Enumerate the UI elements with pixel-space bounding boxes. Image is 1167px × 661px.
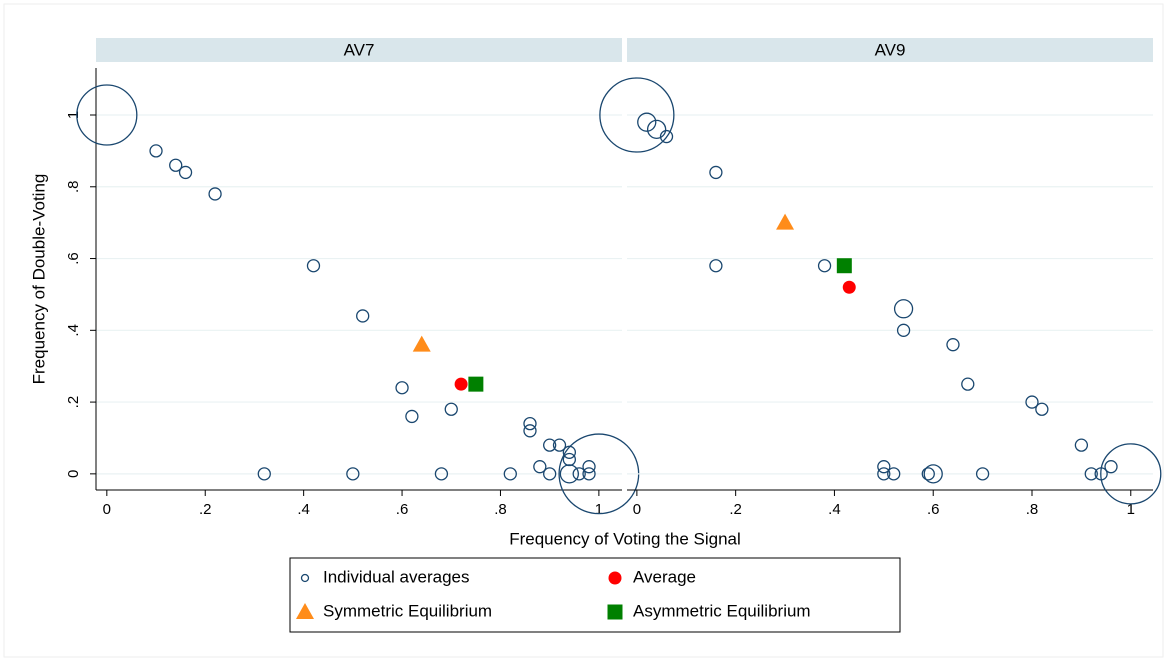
point (356, 309, 370, 323)
point (395, 381, 409, 395)
legend-label: Individual averages (323, 567, 469, 586)
point (921, 467, 935, 481)
figure-border (3, 3, 1164, 658)
point (776, 213, 795, 230)
point (817, 259, 832, 273)
legend-marker (300, 573, 310, 583)
point (468, 376, 484, 392)
point (169, 158, 183, 172)
y-tick-label: .4 (65, 324, 82, 337)
point (257, 467, 271, 481)
legend-label: Average (633, 567, 696, 586)
x-tick-label: .6 (396, 501, 409, 518)
point (646, 119, 667, 140)
point (709, 165, 723, 180)
x-tick-label: .8 (1026, 501, 1039, 518)
x-axis-label: Frequency of Voting the Signal (509, 529, 741, 548)
point (659, 129, 674, 144)
y-tick-label: 1 (65, 111, 82, 119)
point (444, 402, 458, 416)
point (178, 165, 193, 180)
point (306, 259, 321, 273)
point (893, 299, 914, 319)
point (842, 280, 856, 294)
y-axis-label: Frequency of Double-Voting (29, 174, 48, 385)
point (405, 409, 419, 424)
panel-title: AV9 (875, 40, 906, 59)
y-tick-label: .6 (65, 252, 82, 265)
point (434, 467, 449, 481)
legend-box (289, 557, 901, 633)
x-tick-label: 1 (1127, 501, 1135, 518)
point (896, 323, 911, 337)
x-tick-label: .2 (199, 501, 212, 518)
point (637, 112, 657, 132)
point (1074, 438, 1089, 452)
x-tick-label: .4 (828, 501, 841, 518)
point (543, 467, 557, 481)
point (1025, 395, 1039, 409)
x-tick-label: 1 (595, 501, 603, 518)
point (503, 467, 517, 481)
x-tick-label: .4 (297, 501, 310, 518)
point (599, 77, 675, 153)
y-tick-label: 0 (65, 470, 82, 478)
point (1100, 443, 1162, 505)
point (877, 460, 891, 474)
point (975, 467, 990, 481)
point (523, 416, 537, 431)
point (562, 452, 577, 467)
point (543, 438, 557, 452)
point (346, 467, 360, 481)
point (552, 438, 567, 452)
point (523, 424, 537, 438)
point (149, 144, 163, 158)
x-tick-label: .2 (729, 501, 742, 518)
panel-title: AV7 (344, 40, 375, 59)
point (572, 467, 586, 481)
point (709, 259, 723, 273)
point (559, 464, 580, 484)
y-tick-label: .8 (65, 181, 82, 194)
legend-label: Asymmetric Equilibrium (633, 601, 811, 620)
point (877, 467, 891, 481)
point (76, 84, 138, 146)
legend-marker (608, 571, 622, 585)
point (454, 377, 468, 391)
point (887, 467, 901, 481)
x-tick-label: 0 (103, 501, 111, 518)
legend-marker (607, 604, 623, 620)
point (1035, 402, 1049, 416)
panel-header (627, 38, 1153, 62)
point (836, 258, 852, 274)
x-tick-label: .6 (927, 501, 940, 518)
point (582, 467, 596, 481)
point (412, 335, 431, 352)
x-tick-label: .8 (494, 501, 507, 518)
y-tick-label: .2 (65, 396, 82, 409)
point (961, 377, 975, 391)
point (533, 460, 547, 474)
legend-marker (296, 603, 314, 619)
point (923, 464, 943, 484)
point (946, 338, 960, 352)
point (1104, 460, 1118, 474)
point (1084, 467, 1098, 481)
point (582, 460, 596, 474)
panel-header (96, 38, 622, 62)
x-tick-label: 0 (633, 501, 641, 518)
point (208, 187, 222, 201)
legend-label: Symmetric Equilibrium (323, 601, 492, 620)
